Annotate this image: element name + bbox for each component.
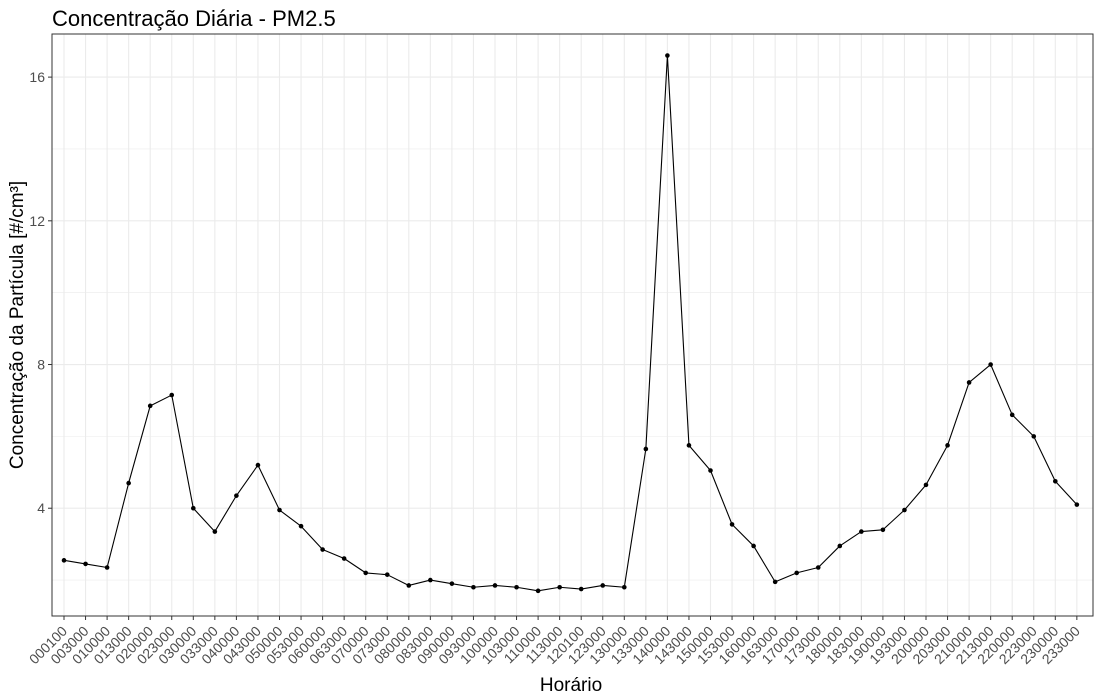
data-point [880, 527, 886, 533]
data-point [729, 522, 735, 527]
y-tick-label: 16 [29, 69, 45, 85]
data-point [945, 443, 950, 448]
data-point [988, 362, 993, 367]
panel-border [51, 33, 1094, 617]
data-point [1074, 502, 1080, 507]
y-tick-label: 12 [29, 213, 45, 229]
y-axis-title: Concentração da Partícula [#/cm³] [7, 181, 28, 469]
data-point [212, 529, 218, 534]
data-point [363, 570, 369, 576]
data-point [557, 584, 562, 590]
data-point [514, 584, 519, 590]
y-tick-label: 4 [37, 500, 45, 516]
series-line [63, 55, 1078, 592]
data-point [622, 584, 627, 590]
data-point [1009, 412, 1015, 418]
data-point [923, 482, 929, 488]
data-point [104, 565, 110, 570]
data-point [966, 380, 972, 385]
data-point [665, 53, 670, 58]
data-point [1031, 434, 1037, 439]
data-point [169, 392, 175, 398]
y-tick-label: 8 [37, 357, 45, 373]
data-point [708, 468, 713, 473]
data-point [126, 480, 131, 486]
data-point [298, 523, 304, 529]
data-point [492, 583, 498, 588]
data-point [61, 558, 67, 563]
data-point [902, 507, 907, 513]
data-point [815, 565, 821, 570]
data-point [83, 561, 88, 567]
series-layer [61, 53, 1080, 594]
data-point [320, 547, 325, 552]
data-point [772, 579, 778, 585]
data-point [471, 584, 476, 590]
data-point [837, 543, 843, 549]
x-axis-ticks: 0001000030000100000130000200000230000300… [26, 616, 1083, 667]
data-point [600, 583, 606, 588]
data-point [191, 505, 196, 511]
data-point [234, 493, 239, 498]
data-point [643, 446, 649, 452]
data-point [428, 577, 433, 583]
data-point [859, 529, 864, 534]
data-point [147, 403, 153, 409]
x-axis-title: Horário [540, 675, 602, 696]
data-point [751, 543, 756, 549]
data-point [384, 572, 390, 577]
grid-lines [52, 34, 1093, 616]
data-point [535, 588, 541, 594]
data-point [1053, 478, 1058, 484]
y-axis-ticks: 4 8 12 16 [29, 69, 52, 516]
data-point [578, 586, 584, 592]
chart-title: Concentração Diária - PM2.5 [52, 6, 336, 31]
data-point [406, 583, 412, 588]
data-point [686, 443, 692, 448]
data-point [794, 570, 799, 576]
data-point [277, 507, 282, 513]
data-point [449, 581, 455, 586]
data-point [341, 556, 347, 561]
data-point [255, 462, 261, 468]
